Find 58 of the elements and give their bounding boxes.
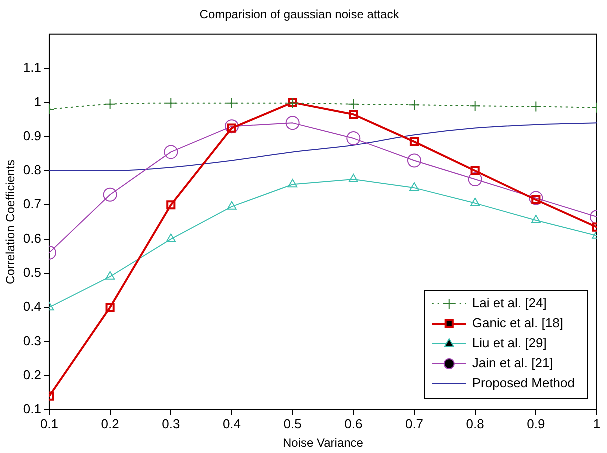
y-tick-label: 0.7 — [23, 196, 42, 212]
x-tick-label: 0.6 — [344, 416, 363, 432]
y-tick-label: 0.1 — [23, 402, 42, 417]
x-axis-title: Noise Variance — [282, 436, 364, 450]
point — [468, 172, 482, 187]
point — [530, 101, 542, 112]
point — [346, 132, 361, 146]
point — [470, 198, 480, 206]
x-tick-label: 0.7 — [405, 416, 424, 432]
point — [348, 98, 360, 110]
point — [286, 116, 300, 130]
point — [106, 303, 115, 312]
point — [529, 191, 544, 206]
chart-title: Comparision of gaussian noise attack — [200, 8, 400, 22]
point — [410, 137, 420, 146]
legend-label: Lai et al. [24] — [472, 296, 547, 311]
y-tick-label: 0.2 — [23, 367, 42, 382]
point — [410, 182, 420, 192]
x-tick-label: 0.9 — [527, 416, 546, 432]
y-tick-label: 0.6 — [23, 230, 42, 246]
x-tick-label: 1 — [593, 416, 601, 432]
y-tick-label: 0.4 — [23, 299, 42, 314]
legend-label: Jain et al. [21] — [472, 356, 554, 371]
x-tick-label: 0.5 — [284, 416, 302, 432]
x-tick-label: 0.1 — [40, 416, 59, 432]
x-tick-label: 0.2 — [101, 416, 120, 432]
point — [408, 100, 420, 111]
legend-label: Liu et al. [29] — [472, 336, 547, 351]
point — [349, 110, 358, 120]
point — [407, 154, 422, 168]
x-tick-label: 0.3 — [162, 416, 180, 432]
point — [105, 271, 116, 280]
point — [348, 174, 358, 183]
x-tick-label: 0.4 — [222, 416, 242, 432]
point — [103, 188, 118, 202]
point — [166, 98, 177, 109]
point — [166, 234, 176, 242]
point — [227, 201, 237, 210]
y-tick-label: 0.9 — [23, 128, 42, 144]
y-axis-title: Correlation Coefficients — [4, 160, 18, 284]
legend-label: Proposed Method — [472, 376, 575, 391]
point — [470, 166, 480, 176]
y-tick-label: 1 — [34, 94, 42, 110]
y-tick-label: 0.8 — [23, 162, 42, 178]
y-tick-label: 0.5 — [23, 264, 42, 280]
point — [104, 98, 116, 110]
point — [164, 145, 178, 160]
legend-label: Ganic et al. [18] — [472, 316, 564, 331]
point — [288, 179, 298, 188]
x-tick-label: 0.8 — [466, 416, 484, 432]
point — [226, 98, 238, 109]
y-tick-label: 0.3 — [23, 333, 42, 348]
y-tick-label: 1.1 — [23, 60, 42, 76]
line-series — [49, 122, 597, 172]
point — [224, 120, 239, 134]
point — [531, 214, 541, 224]
point — [470, 100, 481, 112]
point — [166, 200, 176, 210]
